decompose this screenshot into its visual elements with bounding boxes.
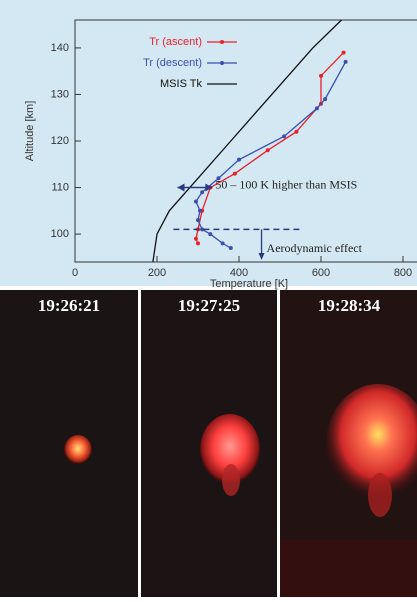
legend-label: Tr (descent): [143, 57, 202, 69]
panel-time: 19:28:34: [318, 296, 381, 315]
point: [198, 208, 203, 213]
legend-label: Tr (ascent): [149, 36, 202, 48]
glow: [200, 414, 260, 486]
point: [341, 50, 346, 55]
glow-tail: [368, 473, 392, 517]
x-axis-label: Temperature [K]: [210, 278, 288, 290]
point: [193, 236, 198, 241]
glow: [64, 435, 92, 465]
legend-label: MSIS Tk: [160, 78, 202, 90]
point: [237, 157, 241, 162]
image-panels: 19:26:21 19:27:25 19:28:34: [0, 290, 417, 597]
point: [294, 129, 299, 134]
point: [196, 241, 200, 246]
chart: 100 110 120 130 140 0 200 400 600 800 Temperature …: [24, 19, 417, 290]
point: [193, 199, 198, 204]
point: [265, 148, 270, 153]
series-line: [152, 19, 342, 263]
point: [200, 190, 205, 195]
x-tick-label: 0: [72, 267, 78, 279]
panel-time: 19:26:21: [38, 296, 100, 315]
point: [319, 73, 323, 78]
y-tick-label: 110: [51, 181, 69, 193]
y-tick-label: 120: [51, 135, 69, 147]
x-tick-label: 800: [394, 267, 412, 279]
point: [282, 134, 287, 139]
x-tick-label: 400: [230, 267, 248, 279]
point: [343, 59, 348, 64]
arrow-head: [177, 183, 213, 192]
y-tick-label: 100: [51, 228, 69, 240]
point: [314, 106, 319, 111]
y-tick-label: 130: [51, 88, 69, 100]
point: [232, 171, 237, 176]
annotation: Aerodynamic effect: [267, 241, 363, 255]
legend-marker: [220, 40, 224, 44]
arrow-head: [258, 253, 265, 260]
annotation: 50 – 100 K higher than MSIS: [215, 177, 357, 191]
image-haze: [280, 540, 417, 597]
legend-marker: [220, 61, 224, 65]
point: [216, 176, 221, 181]
point: [220, 241, 225, 246]
glow: [326, 384, 417, 504]
panel-time: 19:27:25: [178, 296, 240, 315]
point: [208, 232, 213, 237]
x-tick-label: 200: [148, 267, 166, 279]
point: [200, 227, 205, 232]
y-axis-label: Altitude [km]: [24, 101, 36, 162]
glow-tail: [222, 464, 240, 496]
x-tick-label: 600: [312, 267, 330, 279]
point: [323, 97, 328, 102]
chart-background: [0, 0, 417, 286]
point: [196, 218, 200, 223]
y-tick-label: 140: [51, 42, 69, 54]
point: [228, 246, 233, 251]
